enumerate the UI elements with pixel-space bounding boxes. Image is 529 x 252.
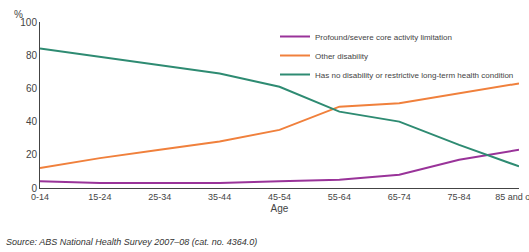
- svg-text:100: 100: [20, 17, 37, 28]
- svg-text:60: 60: [26, 83, 38, 94]
- svg-text:35-44: 35-44: [208, 192, 231, 202]
- svg-text:Profound/severe core activity: Profound/severe core activity limitation: [315, 33, 452, 42]
- svg-text:0-14: 0-14: [31, 192, 49, 202]
- svg-text:65-74: 65-74: [388, 192, 411, 202]
- svg-text:Has no disability or restricti: Has no disability or restrictive long-te…: [315, 71, 513, 80]
- svg-text:55-64: 55-64: [328, 192, 351, 202]
- svg-text:80: 80: [26, 50, 38, 61]
- svg-text:Other disability: Other disability: [315, 52, 368, 61]
- svg-text:15-24: 15-24: [88, 192, 111, 202]
- svg-text:%: %: [14, 9, 23, 20]
- svg-text:45-54: 45-54: [268, 192, 291, 202]
- svg-text:20: 20: [26, 149, 38, 160]
- svg-text:25-34: 25-34: [148, 192, 171, 202]
- svg-text:Age: Age: [271, 203, 289, 214]
- svg-text:75-84: 75-84: [448, 192, 471, 202]
- svg-text:40: 40: [26, 116, 38, 127]
- svg-text:Source: ABS National Health Su: Source: ABS National Health Survey 2007–…: [6, 237, 257, 247]
- svg-text:85 and over: 85 and over: [495, 192, 529, 202]
- svg-text:0: 0: [31, 183, 37, 194]
